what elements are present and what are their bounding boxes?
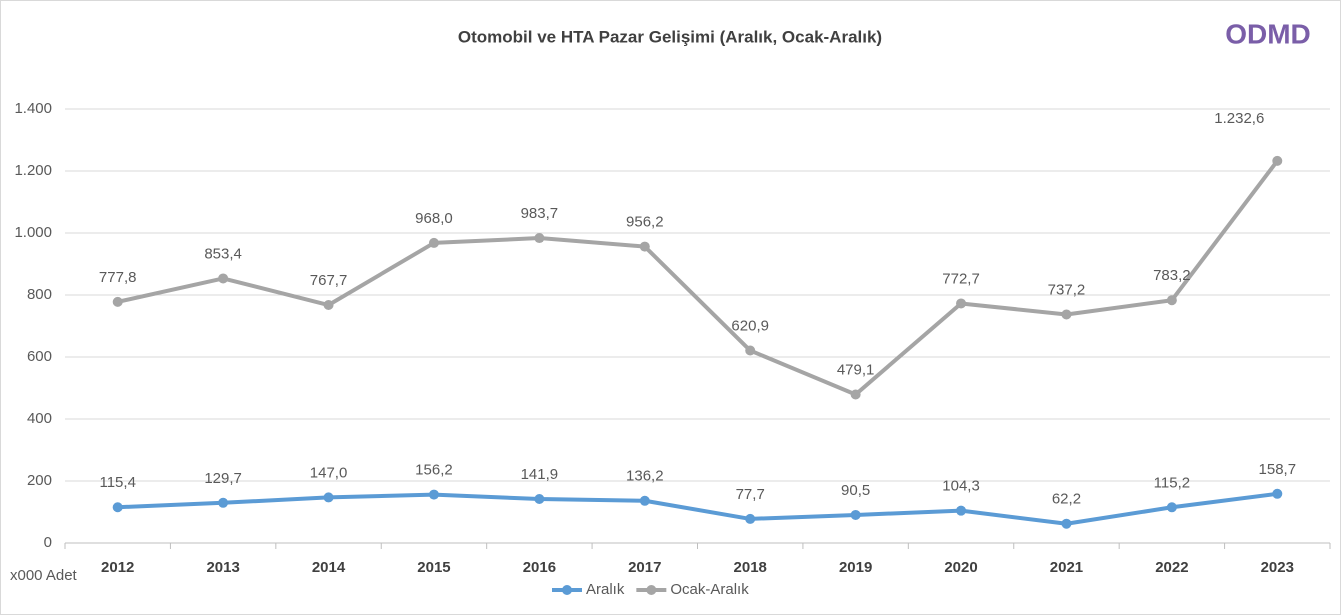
data-point [534,494,545,505]
y-unit-label: x000 Adet [10,567,78,584]
x-tick-label: 2020 [944,559,977,576]
data-label: 737,2 [1048,281,1086,298]
data-label: 90,5 [841,482,870,499]
data-point [639,495,650,506]
data-point [112,296,123,307]
data-label: 77,7 [736,486,765,503]
data-label: 853,4 [204,245,242,262]
data-point [745,345,756,356]
data-label: 1.232,6 [1214,110,1264,127]
x-tick-label: 2016 [523,559,556,576]
data-point [112,502,123,513]
y-tick-label: 1.400 [14,100,52,117]
data-label: 115,4 [99,474,135,491]
data-point [1061,309,1072,320]
data-label: 783,2 [1153,267,1191,284]
data-label: 777,8 [99,269,137,286]
data-label: 62,2 [1052,491,1081,508]
data-label: 156,2 [415,462,453,479]
x-tick-label: 2021 [1050,559,1083,576]
data-point [956,505,967,516]
y-tick-label: 200 [27,472,52,489]
data-label: 115,2 [1154,474,1190,491]
chart-title: Otomobil ve HTA Pazar Gelişimi (Aralık, … [458,27,882,46]
y-tick-label: 400 [27,410,52,427]
x-tick-label: 2014 [312,559,346,576]
logo: ODMD [1225,18,1311,49]
data-label: 767,7 [310,272,348,289]
y-tick-label: 1.200 [14,162,52,179]
x-tick-label: 2019 [839,559,872,576]
data-label: 147,0 [310,464,348,481]
x-tick-label: 2017 [628,559,661,576]
data-point [850,509,861,520]
data-point [428,237,439,248]
data-label: 136,2 [626,468,664,485]
data-point [218,497,229,508]
x-tick-label: 2018 [734,559,767,576]
legend-marker [646,585,657,595]
data-point [956,298,967,309]
y-tick-label: 1.000 [14,224,52,241]
y-tick-label: 800 [27,286,52,303]
data-label: 129,7 [204,470,242,487]
x-tick-label: 2013 [206,559,239,576]
x-tick-label: 2015 [417,559,450,576]
data-label: 956,2 [626,214,664,231]
data-label: 479,1 [837,361,875,378]
data-point [218,273,229,284]
data-label: 141,9 [521,466,559,483]
x-tick-label: 2012 [101,559,134,576]
legend-marker [562,585,572,595]
data-point [323,300,334,311]
data-label: 158,7 [1259,461,1297,478]
data-label: 968,0 [415,210,453,227]
data-point [534,233,545,244]
x-tick-label: 2023 [1261,559,1294,576]
data-point [1272,488,1283,499]
data-label: 983,7 [521,205,559,222]
x-tick-label: 2022 [1155,559,1188,576]
data-point [850,389,861,400]
legend-label: Ocak-Aralık [670,581,749,598]
data-point [1166,502,1177,513]
series-line [117,159,1279,397]
data-point [745,513,756,524]
data-point [323,492,334,503]
data-point [1272,155,1283,166]
y-tick-label: 0 [44,534,52,551]
data-point [1166,295,1177,306]
data-label: 772,7 [942,270,980,287]
data-point [639,241,650,252]
y-tick-label: 600 [27,348,52,365]
data-point [1061,518,1072,529]
data-label: 104,3 [942,478,980,495]
data-point [428,489,439,500]
data-label: 620,9 [731,317,769,334]
legend-label: Aralık [586,581,625,598]
series-line [117,491,1278,526]
